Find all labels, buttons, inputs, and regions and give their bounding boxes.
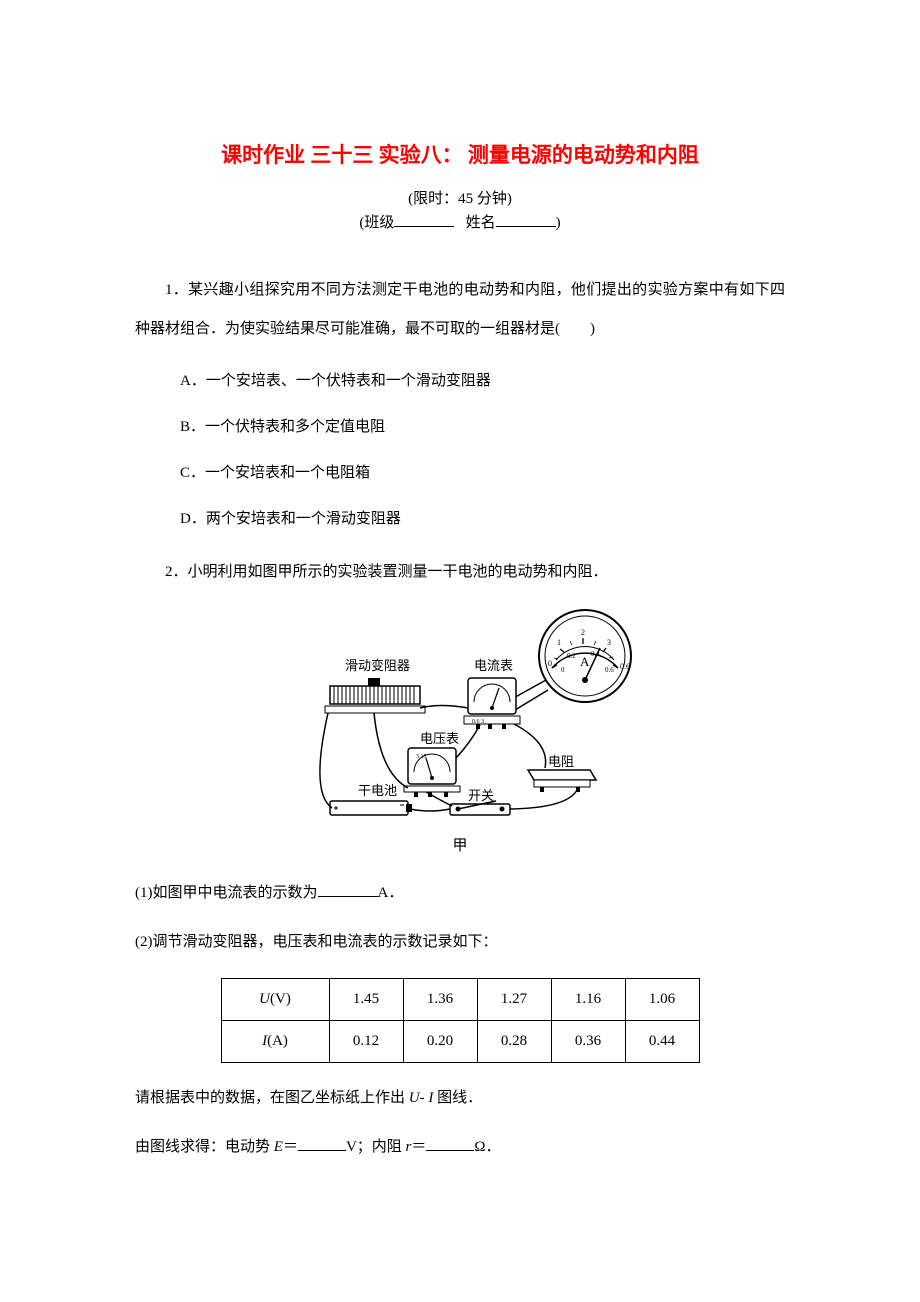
svg-text:3 15: 3 15: [416, 754, 427, 760]
data-table: U(V) 1.45 1.36 1.27 1.16 1.06 I(A) 0.12 …: [221, 978, 700, 1063]
q1-option-d[interactable]: D．两个安培表和一个滑动变阻器: [180, 507, 785, 531]
table-row: I(A) 0.12 0.20 0.28 0.36 0.44: [221, 1020, 699, 1062]
q2-part2-intro: (2)调节滑动变阻器，电压表和电流表的示数记录如下：: [135, 929, 785, 956]
emf-blank[interactable]: [298, 1150, 346, 1151]
q1-stem: 1．某兴趣小组探究用不同方法测定干电池的电动势和内阻，他们提出的实验方案中有如下…: [135, 271, 785, 349]
cell: 0.28: [477, 1020, 551, 1062]
q1-option-a[interactable]: A．一个安培表、一个伏特表和一个滑动变阻器: [180, 369, 785, 393]
name-blank[interactable]: [496, 226, 556, 227]
svg-text:0.6: 0.6: [620, 662, 630, 671]
q2-result-line: 由图线求得：电动势 E＝V；内阻 r＝Ω．: [135, 1134, 785, 1161]
cell: 1.45: [329, 978, 403, 1020]
cell: 1.27: [477, 978, 551, 1020]
svg-text:A: A: [580, 654, 590, 669]
circuit-figure: 0 1 2 3 0 0.2 0.4 0.6 0.6 A 滑动变阻器: [135, 608, 785, 826]
content-body: 1．某兴趣小组探究用不同方法测定干电池的电动势和内阻，他们提出的实验方案中有如下…: [135, 271, 785, 1161]
svg-text:开关: 开关: [468, 788, 494, 803]
q1-option-b[interactable]: B．一个伏特表和多个定值电阻: [180, 415, 785, 439]
q2-part1-pre: (1)如图甲中电流表的示数为: [135, 885, 318, 901]
cell: 0.36: [551, 1020, 625, 1062]
svg-text:1: 1: [557, 638, 561, 647]
row2-header: I(A): [221, 1020, 329, 1062]
svg-text:0: 0: [561, 666, 565, 674]
r-blank[interactable]: [426, 1150, 474, 1151]
q1-option-c[interactable]: C．一个安培表和一个电阻箱: [180, 461, 785, 485]
cell: 0.12: [329, 1020, 403, 1062]
figure-caption: 甲: [135, 835, 785, 858]
q2-stem: 2．小明利用如图甲所示的实验装置测量一干电池的电动势和内阻．: [135, 553, 785, 592]
cell: 0.44: [625, 1020, 699, 1062]
q2-part1-blank[interactable]: [318, 896, 378, 897]
name-label: 姓名: [466, 215, 496, 231]
row1-header: U(V): [221, 978, 329, 1020]
class-blank[interactable]: [394, 226, 454, 227]
svg-text:0: 0: [548, 659, 552, 668]
q2-part1: (1)如图甲中电流表的示数为 A．: [135, 880, 785, 907]
svg-text:3: 3: [607, 638, 611, 647]
svg-text:电压表: 电压表: [420, 731, 459, 746]
q2-plot-instruction: 请根据表中的数据，在图乙坐标纸上作出 U- I 图线．: [135, 1085, 785, 1112]
cell: 1.16: [551, 978, 625, 1020]
svg-text:电流表: 电流表: [474, 658, 513, 673]
bracket-close: ): [556, 215, 561, 231]
svg-text:干电池: 干电池: [358, 783, 397, 798]
circuit-svg: 0 1 2 3 0 0.2 0.4 0.6 0.6 A 滑动变阻器: [250, 608, 670, 818]
time-limit: (限时：45 分钟): [135, 188, 785, 211]
q2-part1-post: A．: [378, 885, 404, 901]
worksheet-title: 课时作业 三十三 实验八： 测量电源的电动势和内阻: [135, 140, 785, 172]
table-row: U(V) 1.45 1.36 1.27 1.16 1.06: [221, 978, 699, 1020]
svg-text:0.2: 0.2: [567, 652, 576, 660]
cell: 0.20: [403, 1020, 477, 1062]
cell: 1.36: [403, 978, 477, 1020]
class-label: (班级: [359, 215, 394, 231]
identity-row: (班级 姓名): [135, 212, 785, 235]
svg-text:电阻: 电阻: [548, 754, 574, 769]
svg-text:2: 2: [581, 628, 585, 637]
svg-text:滑动变阻器: 滑动变阻器: [345, 658, 410, 673]
svg-text:0.6: 0.6: [605, 666, 614, 674]
cell: 1.06: [625, 978, 699, 1020]
